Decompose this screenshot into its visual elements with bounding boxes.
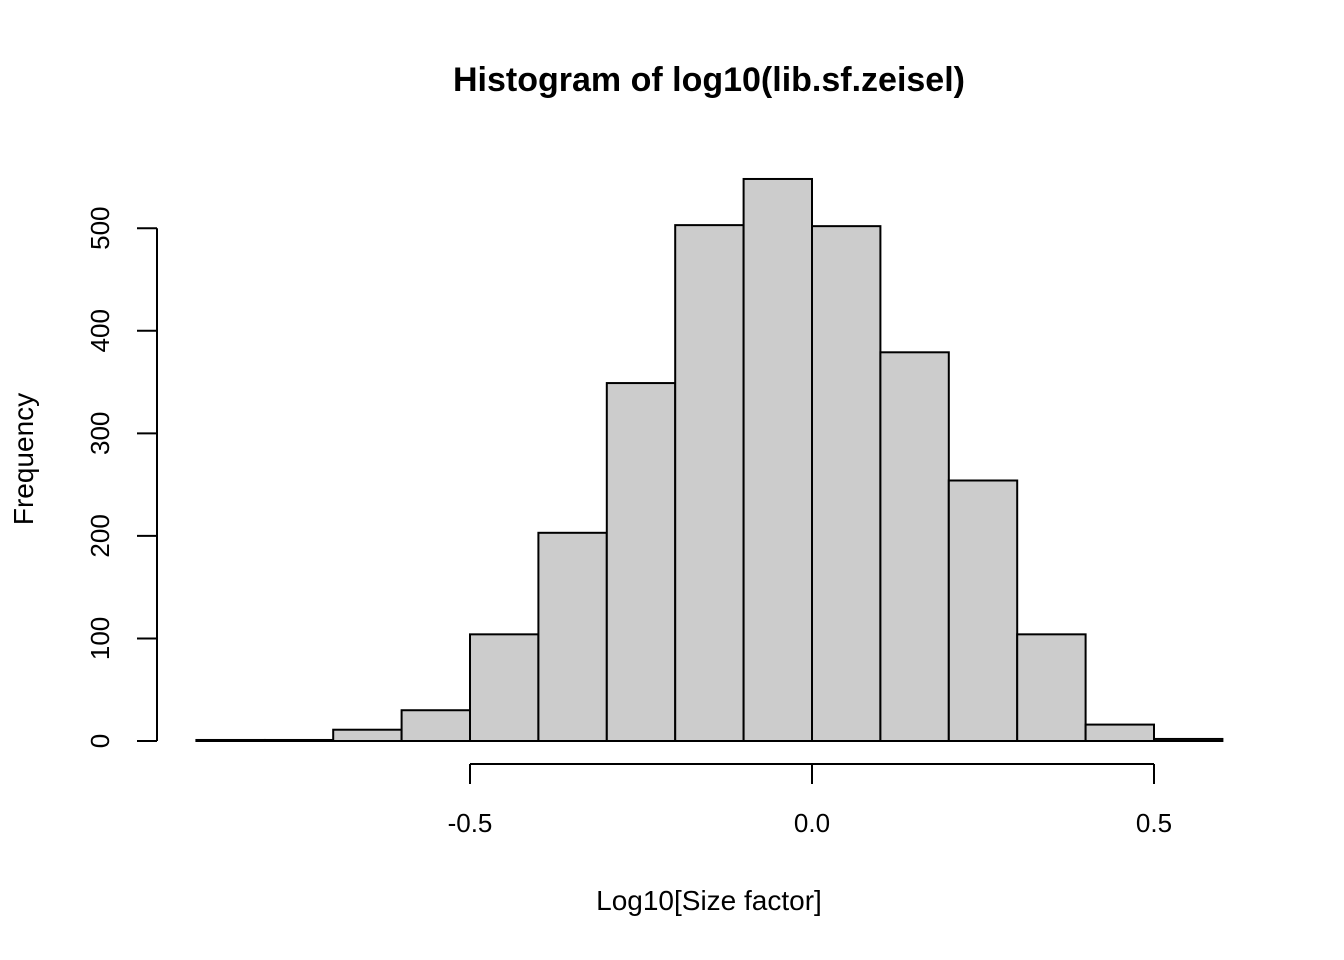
bar-14 [1153,737,1224,742]
y-axis-label: Frequency [8,393,39,525]
y-tick-label-2: 200 [85,514,115,557]
bar-12 [1016,633,1087,742]
x-tick-label-0: -0.5 [448,808,493,838]
bars-group [195,177,1224,743]
bar-6 [605,382,677,742]
bar-1 [263,738,335,743]
bar-9 [811,225,882,742]
x-tick-label-1: 0.0 [794,808,830,838]
bar-10 [879,351,950,742]
bar-3 [400,709,472,742]
bar-4 [469,633,540,742]
chart-title: Histogram of log10(lib.sf.zeisel) [453,61,965,99]
bar-0 [195,738,266,743]
bar-2 [332,728,403,742]
y-tick-label-3: 300 [85,412,115,455]
bar-13 [1084,723,1155,742]
y-axis: 0 100 200 300 400 500 [85,207,158,748]
x-tick-label-2: 0.5 [1136,808,1172,838]
x-axis: -0.5 0.0 0.5 [448,763,1172,838]
bar-7 [674,224,745,742]
y-tick-label-5: 500 [85,207,115,250]
bar-11 [947,479,1019,742]
y-tick-label-1: 100 [85,617,115,660]
bar-8 [742,177,813,743]
bar-5 [537,531,608,743]
y-tick-label-4: 400 [85,309,115,352]
y-tick-label-0: 0 [85,734,115,748]
x-axis-label: Log10[Size factor] [596,885,822,916]
